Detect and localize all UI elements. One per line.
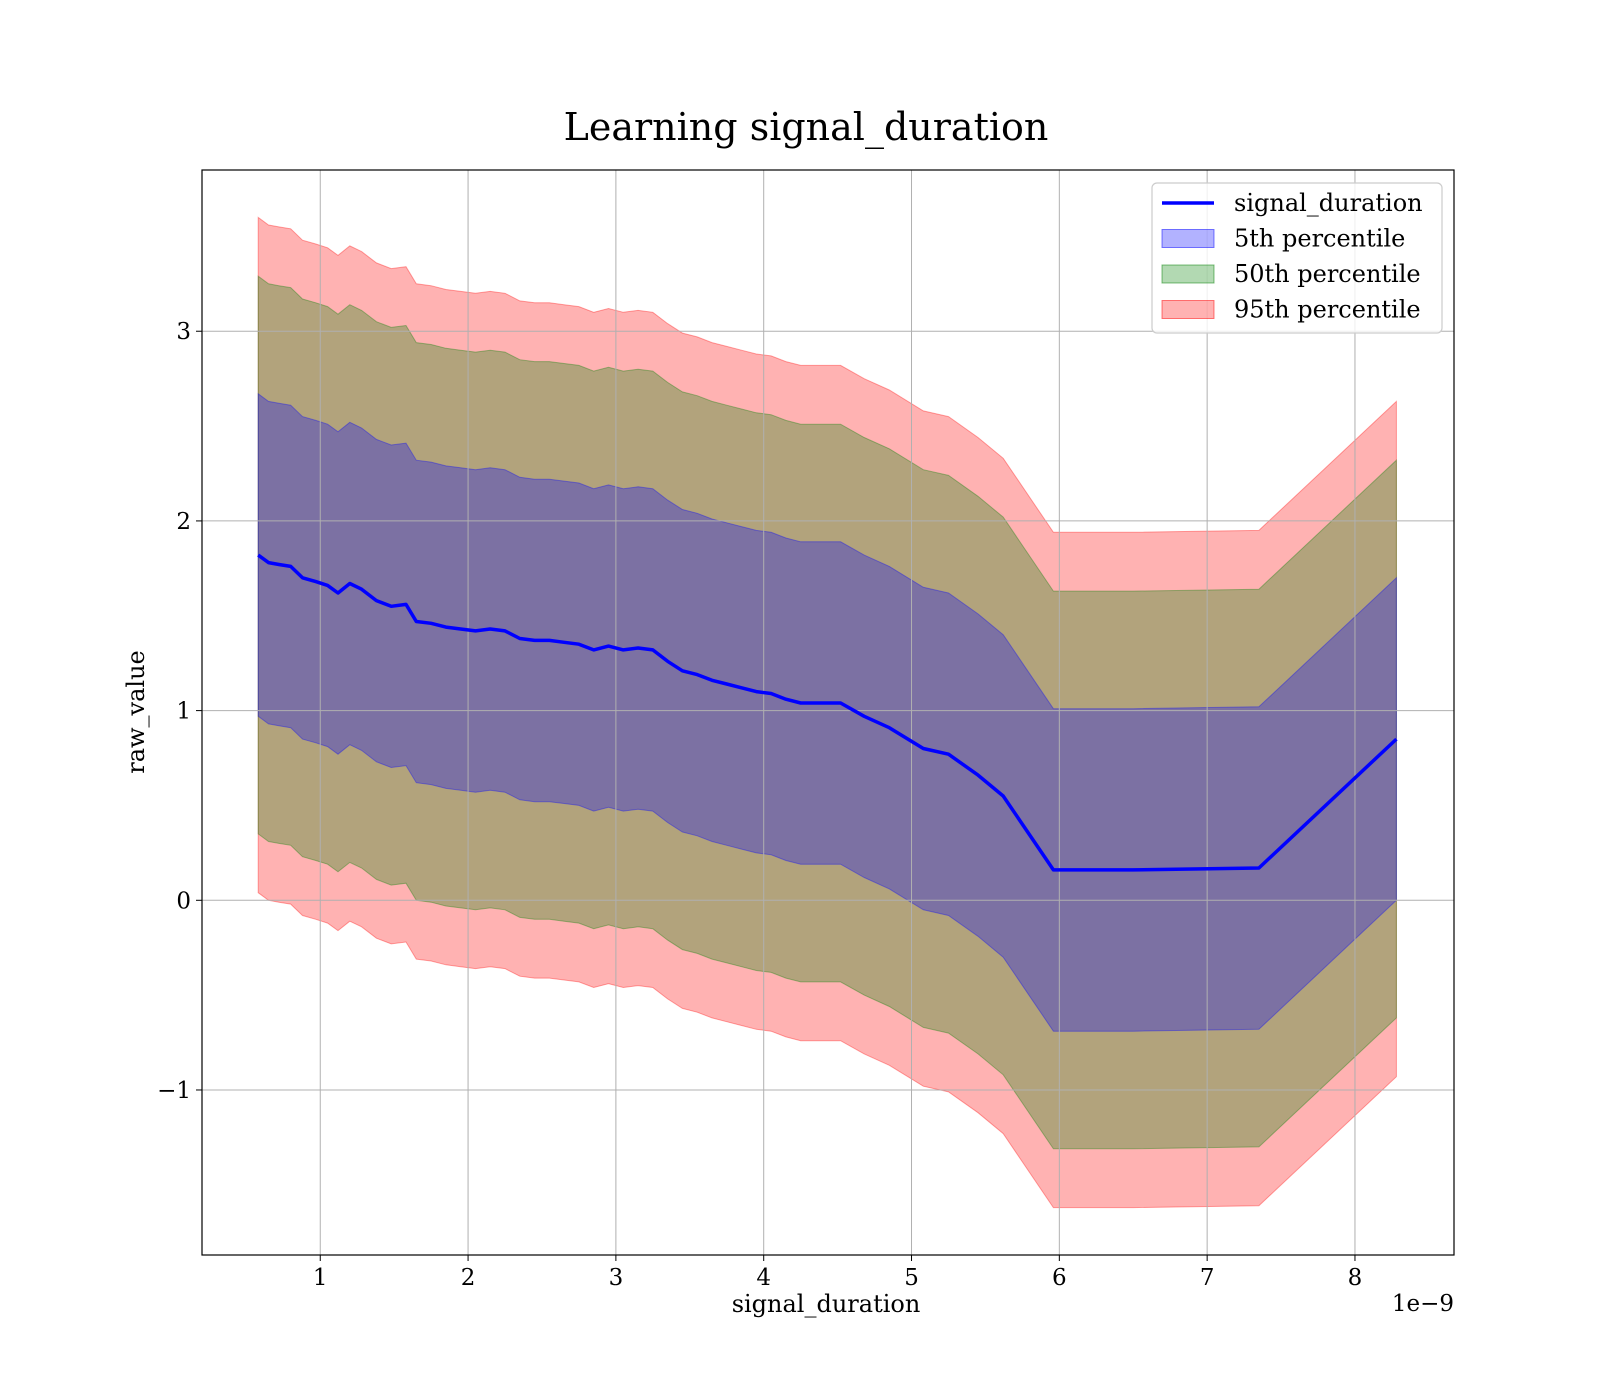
grid-layer <box>202 170 1454 1255</box>
y-tick-label: 1 <box>176 699 191 725</box>
legend-swatch-patch <box>1161 300 1215 319</box>
x-tick-label: 1 <box>313 1265 328 1291</box>
x-tick-label: 4 <box>756 1265 771 1291</box>
legend-label: signal_duration <box>1234 189 1423 217</box>
plot-frame <box>201 169 1455 1256</box>
y-axis-label: raw_value <box>122 650 150 774</box>
legend-label: 50th percentile <box>1234 260 1421 288</box>
legend: signal_duration 5th percentile 50th percen… <box>1151 182 1443 334</box>
x-axis-ticks: 1 2 3 4 5 6 7 8 <box>313 1255 1362 1291</box>
x-tick-label: 2 <box>461 1265 476 1291</box>
series-line-signal-duration <box>257 553 1398 872</box>
x-tick-label: 6 <box>1052 1265 1067 1291</box>
x-tick-label: 7 <box>1200 1265 1215 1291</box>
x-tick-label: 3 <box>609 1265 624 1291</box>
x-axis-offset-label: 1e−9 <box>1392 1291 1454 1317</box>
y-tick-label: 0 <box>176 888 191 914</box>
band-p50 <box>257 275 1397 1150</box>
y-axis-ticks: −1 0 1 2 3 <box>157 319 202 1104</box>
legend-label: 95th percentile <box>1234 296 1421 324</box>
y-tick-label: 2 <box>176 509 191 535</box>
bands-layer <box>257 216 1397 1209</box>
x-tick-label: 8 <box>1348 1265 1363 1291</box>
legend-box <box>1151 182 1443 334</box>
y-tick-label: −1 <box>157 1078 191 1104</box>
band-p95 <box>257 216 1397 1209</box>
legend-label: 5th percentile <box>1234 225 1405 253</box>
legend-swatch-patch <box>1161 229 1215 248</box>
x-axis-label: signal_duration <box>732 1290 921 1318</box>
y-tick-label: 3 <box>176 319 191 345</box>
chart-title: Learning signal_duration <box>564 105 1049 150</box>
line-layer <box>257 553 1398 872</box>
legend-swatch-patch <box>1161 264 1215 284</box>
x-tick-label: 5 <box>904 1265 919 1291</box>
